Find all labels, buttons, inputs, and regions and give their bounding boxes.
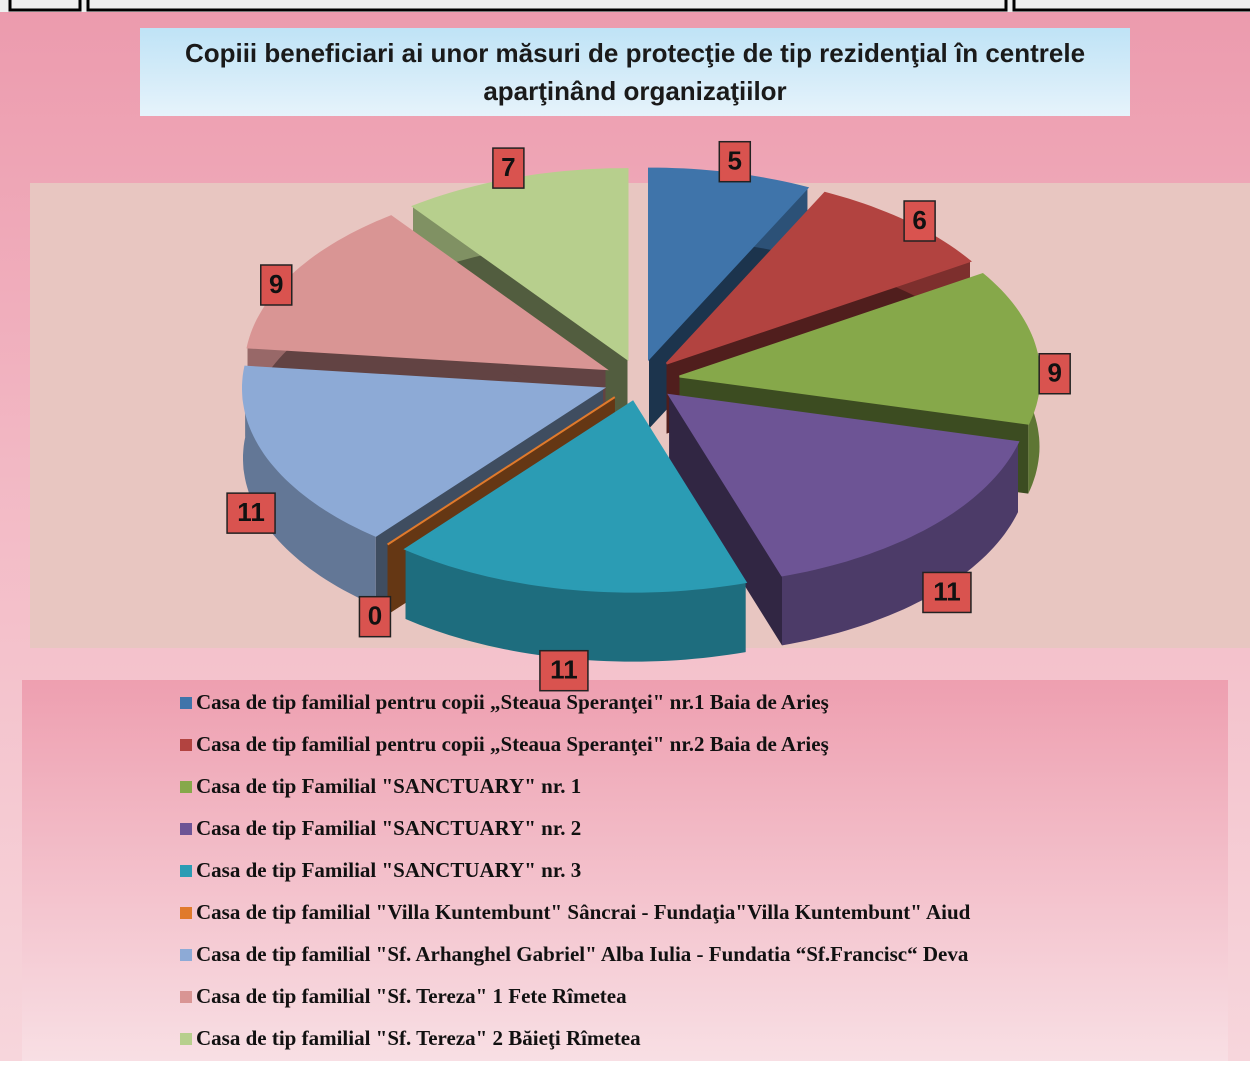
frame (1012, 0, 1250, 12)
slice-top (242, 365, 607, 537)
slice-top (667, 393, 1020, 577)
slice-wall (243, 366, 376, 606)
legend-label: Casa de tip Familial "SANCTUARY" nr. 3 (196, 858, 581, 882)
data-label: 9 (269, 269, 283, 299)
pie: 5 6 9 11 11 0 11 9 7 (226, 140, 1071, 692)
legend-label: Casa de tip Familial "SANCTUARY" nr. 1 (196, 774, 581, 798)
legend-label: Casa de tip familial "Sf. Arhanghel Gabr… (196, 942, 969, 966)
data-label: 11 (550, 655, 578, 685)
slice (667, 393, 1020, 646)
slice (403, 400, 748, 662)
chart-title: Copiii beneficiari ai unor măsuri de pro… (185, 38, 1085, 106)
slice-side (669, 395, 782, 646)
data-label: 11 (933, 576, 961, 606)
data-label: 5 (728, 146, 742, 176)
data-label: 9 (1047, 358, 1061, 388)
legend-swatch (180, 991, 192, 1003)
legend-swatch (180, 949, 192, 961)
data-label-box (922, 571, 972, 614)
legend-box (22, 680, 1228, 1061)
slice-wall (782, 442, 1018, 646)
data-label-box (539, 649, 589, 692)
legend-label: Casa de tip familial "Sf. Tereza" 2 Băie… (196, 1026, 641, 1050)
legend-swatch (180, 907, 192, 919)
legend-label: Casa de tip Familial "SANCTUARY" nr. 2 (196, 816, 581, 840)
frame (86, 0, 1008, 12)
legend-label: Casa de tip familial "Sf. Tereza" 1 Fete… (196, 984, 627, 1008)
data-label-box (1038, 352, 1071, 395)
slice-top (387, 396, 616, 546)
slice-top (403, 400, 748, 593)
data-label-box (492, 147, 525, 189)
frame (8, 0, 82, 12)
legend-swatch (180, 697, 192, 709)
legend-swatch (180, 1033, 192, 1045)
legend-label: Casa de tip familial pentru copii „Steau… (196, 732, 829, 756)
data-label-box (718, 140, 752, 183)
data-label-box (358, 595, 392, 638)
legend-swatch (180, 739, 192, 751)
data-label: 11 (237, 497, 265, 527)
slice-top (679, 272, 1041, 425)
title-box (140, 28, 1130, 116)
data-label: 0 (368, 601, 382, 631)
legend-label: Casa de tip familial "Villa Kuntembunt" … (196, 900, 971, 924)
data-label-box (903, 200, 936, 242)
data-label: 7 (501, 152, 515, 182)
data-label: 6 (912, 205, 926, 235)
legend: Casa de tip familial pentru copii „Steau… (180, 690, 971, 1050)
legend-swatch (180, 823, 192, 835)
data-label-box (226, 492, 276, 534)
legend-label: Casa de tip familial pentru copii „Steau… (196, 690, 829, 714)
legend-swatch (180, 865, 192, 877)
legend-swatch (180, 781, 192, 793)
data-label-box (260, 264, 293, 306)
slice-top (246, 215, 609, 371)
